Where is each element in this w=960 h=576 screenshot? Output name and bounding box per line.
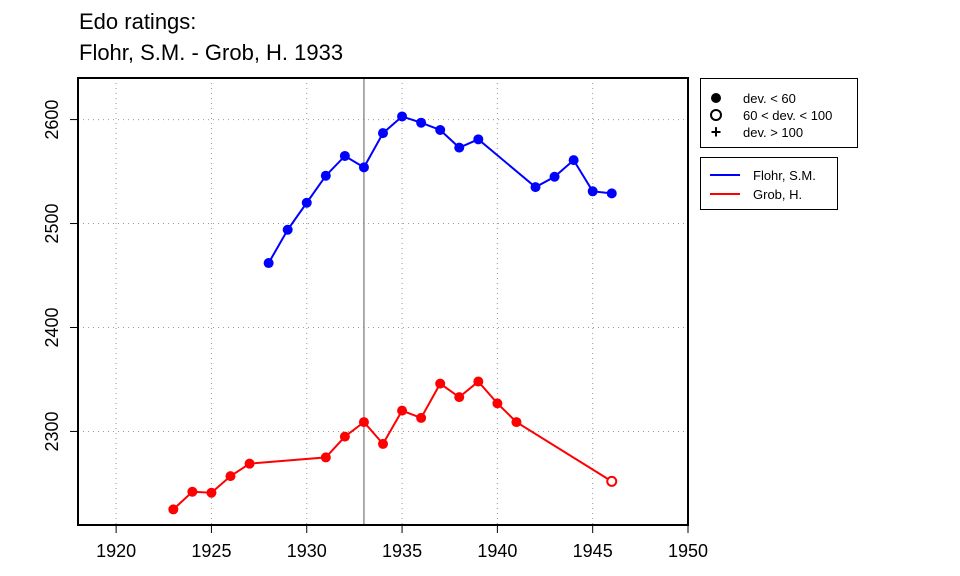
- data-point: [606, 188, 617, 199]
- data-point: [435, 378, 446, 389]
- data-point: [244, 458, 255, 469]
- data-point: [282, 224, 293, 235]
- series-legend-label: Flohr, S.M.: [753, 167, 816, 183]
- series-layer: [168, 111, 618, 515]
- data-point: [473, 376, 484, 387]
- data-point: [416, 117, 427, 128]
- x-tick-label: 1940: [477, 541, 517, 561]
- data-point: [168, 504, 179, 515]
- data-point: [263, 258, 274, 269]
- data-point: [397, 111, 408, 122]
- x-tick-label: 1950: [668, 541, 708, 561]
- data-point: [378, 128, 388, 139]
- chart-title: Edo ratings:: [79, 9, 197, 34]
- data-point: [606, 475, 618, 487]
- data-point: [378, 438, 388, 449]
- marker-legend-label: 60 < dev. < 100: [743, 107, 833, 123]
- data-point: [320, 452, 331, 463]
- data-point: [473, 134, 484, 145]
- data-point: [492, 398, 503, 409]
- data-point: [587, 186, 598, 197]
- data-point: [339, 431, 350, 442]
- data-point: [339, 150, 350, 161]
- data-point: [206, 487, 217, 498]
- data-point: [187, 486, 198, 497]
- data-point: [320, 170, 331, 181]
- plus-icon: +: [710, 122, 722, 142]
- data-point: [397, 405, 408, 416]
- marker-legend-label: dev. > 100: [743, 124, 804, 140]
- y-tick-label: 2500: [42, 204, 62, 244]
- data-point: [358, 162, 369, 173]
- data-point: [225, 471, 236, 482]
- y-tick-label: 2400: [42, 307, 62, 347]
- red-line-icon: [710, 186, 740, 202]
- x-tick-label: 1925: [191, 541, 231, 561]
- data-point: [568, 155, 579, 166]
- x-tick-label: 1920: [96, 541, 136, 561]
- data-point: [530, 182, 541, 193]
- marker-legend: dev. < 60 60 < dev. < 100 + dev. > 100: [700, 78, 858, 148]
- filled-circle-icon: [708, 90, 724, 106]
- data-point: [454, 392, 465, 403]
- x-tick-label: 1935: [382, 541, 422, 561]
- y-tick-label: 2600: [42, 100, 62, 140]
- marker-legend-label: dev. < 60: [743, 90, 796, 106]
- data-point: [511, 417, 522, 428]
- grid-layer: [78, 78, 689, 525]
- series-line: [267, 115, 612, 264]
- blue-line-icon: [710, 167, 740, 183]
- plot-frame: [77, 77, 689, 526]
- series-line: [172, 380, 613, 511]
- data-point: [301, 197, 312, 208]
- x-tick-label: 1930: [287, 541, 327, 561]
- x-tick-label: 1945: [573, 541, 613, 561]
- data-point: [549, 171, 560, 182]
- data-point: [416, 412, 427, 423]
- data-point: [435, 124, 446, 135]
- open-circle-icon: [708, 107, 724, 123]
- chart-subtitle: Flohr, S.M. - Grob, H. 1933: [79, 40, 344, 65]
- series-legend: Flohr, S.M. Grob, H.: [700, 157, 838, 210]
- data-point: [454, 142, 465, 153]
- axis-layer: 1920 1925 1930 1935 1940 1945 1950 2300 2400 2500…: [42, 100, 708, 561]
- data-point: [358, 417, 369, 428]
- series-legend-label: Grob, H.: [753, 186, 803, 202]
- y-tick-label: 2300: [42, 411, 62, 451]
